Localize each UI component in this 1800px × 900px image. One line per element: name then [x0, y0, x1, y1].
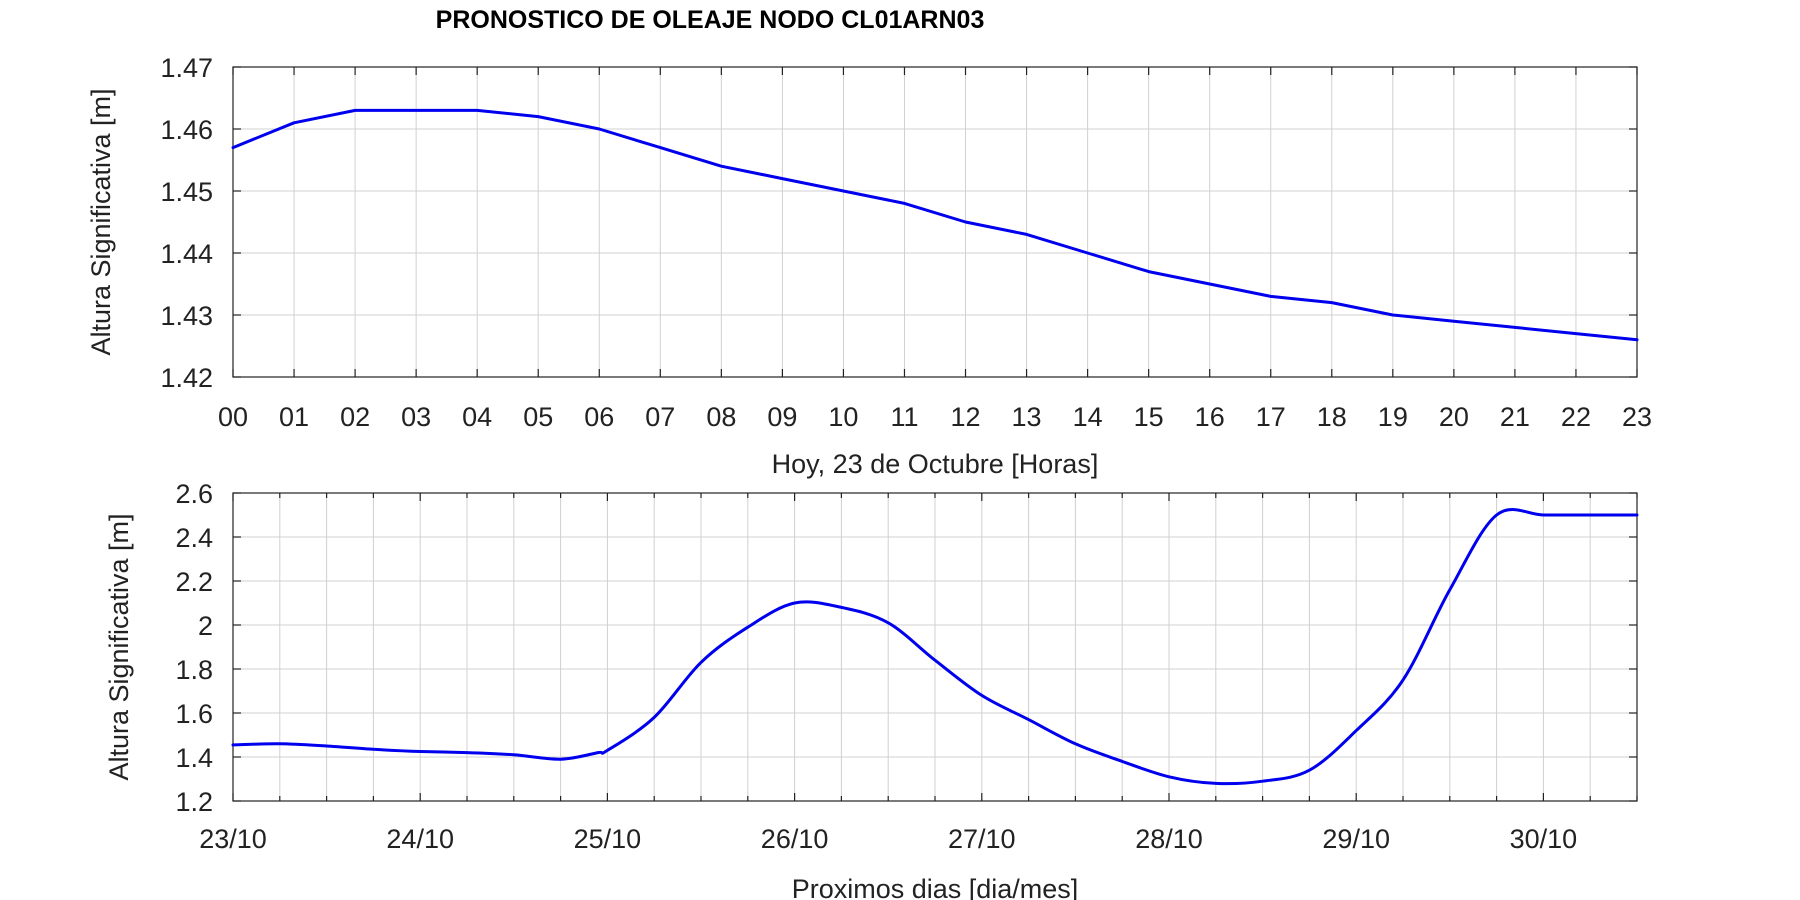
bottom-y-tick-label: 1.2	[175, 787, 213, 817]
top-x-tick-label: 23	[1622, 402, 1652, 432]
top-x-tick-label: 08	[706, 402, 736, 432]
top-x-tick-label: 20	[1439, 402, 1469, 432]
hourly-wave-height-line	[231, 108, 1639, 342]
bottom-x-tick-label: 25/10	[574, 824, 642, 854]
hourly-wave-chart: 00 01 02 03 04 05 06 07 08 09 10 11 12 13 14 15 16 17 18 19…	[86, 53, 1652, 479]
top-x-tick-label: 02	[340, 402, 370, 432]
top-y-tick-label: 1.44	[160, 239, 213, 269]
top-x-tick-label: 12	[950, 402, 980, 432]
bottom-x-tick-label: 27/10	[948, 824, 1016, 854]
top-y-tick-label: 1.42	[160, 363, 213, 393]
bottom-x-axis-label: Proximos dias [dia/mes]	[792, 874, 1079, 900]
daily-wave-height-line	[231, 508, 1639, 786]
figure-title: PRONOSTICO DE OLEAJE NODO CL01ARN03	[436, 6, 985, 34]
top-x-tick-label: 10	[828, 402, 858, 432]
bottom-x-tick-label: 26/10	[761, 824, 829, 854]
top-x-tick-label: 18	[1317, 402, 1347, 432]
top-plot-frame	[232, 66, 1638, 378]
bottom-x-tick-label: 29/10	[1322, 824, 1390, 854]
bottom-y-axis-label: Altura Significativa [m]	[104, 513, 134, 780]
bottom-y-tick-label: 1.6	[175, 699, 213, 729]
top-x-axis-label: Hoy, 23 de Octubre [Horas]	[772, 449, 1099, 479]
bottom-x-tick-label: 30/10	[1510, 824, 1578, 854]
bottom-y-tick-label: 1.8	[175, 655, 213, 685]
top-x-tick-label: 16	[1195, 402, 1225, 432]
bottom-x-tick-label: 23/10	[199, 824, 267, 854]
bottom-y-tick-label: 1.4	[175, 743, 213, 773]
top-x-tick-label: 11	[890, 402, 918, 432]
top-x-tick-label: 01	[279, 402, 309, 432]
top-y-axis-label: Altura Significativa [m]	[86, 88, 116, 355]
top-x-tick-label: 04	[462, 402, 492, 432]
top-x-tick-label: 19	[1378, 402, 1408, 432]
top-x-tick-label: 17	[1256, 402, 1286, 432]
bottom-y-tick-label: 2.2	[175, 567, 213, 597]
top-x-tick-label: 06	[584, 402, 614, 432]
bottom-y-tick-label: 2.4	[175, 523, 213, 553]
top-x-tick-label: 13	[1012, 402, 1042, 432]
top-y-tick-label: 1.46	[160, 115, 213, 145]
bottom-x-tick-label: 28/10	[1135, 824, 1203, 854]
top-x-tick-label: 15	[1134, 402, 1164, 432]
top-x-tick-label: 14	[1073, 402, 1103, 432]
top-x-tick-label: 00	[218, 402, 248, 432]
bottom-y-tick-label: 2.6	[175, 479, 213, 509]
top-y-tick-label: 1.43	[160, 301, 213, 331]
top-y-tick-label: 1.45	[160, 177, 213, 207]
top-x-tick-label: 21	[1500, 402, 1530, 432]
top-x-tick-label: 07	[645, 402, 675, 432]
bottom-x-tick-label: 24/10	[386, 824, 454, 854]
top-x-tick-label: 05	[523, 402, 553, 432]
bottom-y-tick-label: 2	[198, 611, 213, 641]
top-x-tick-label: 09	[767, 402, 797, 432]
daily-wave-chart: 23/10 24/10 25/10 26/10 27/10 28/10 29/10 30/10…	[104, 479, 1639, 900]
top-x-tick-label: 22	[1561, 402, 1591, 432]
top-x-tick-label: 03	[401, 402, 431, 432]
top-y-tick-label: 1.47	[160, 53, 213, 83]
